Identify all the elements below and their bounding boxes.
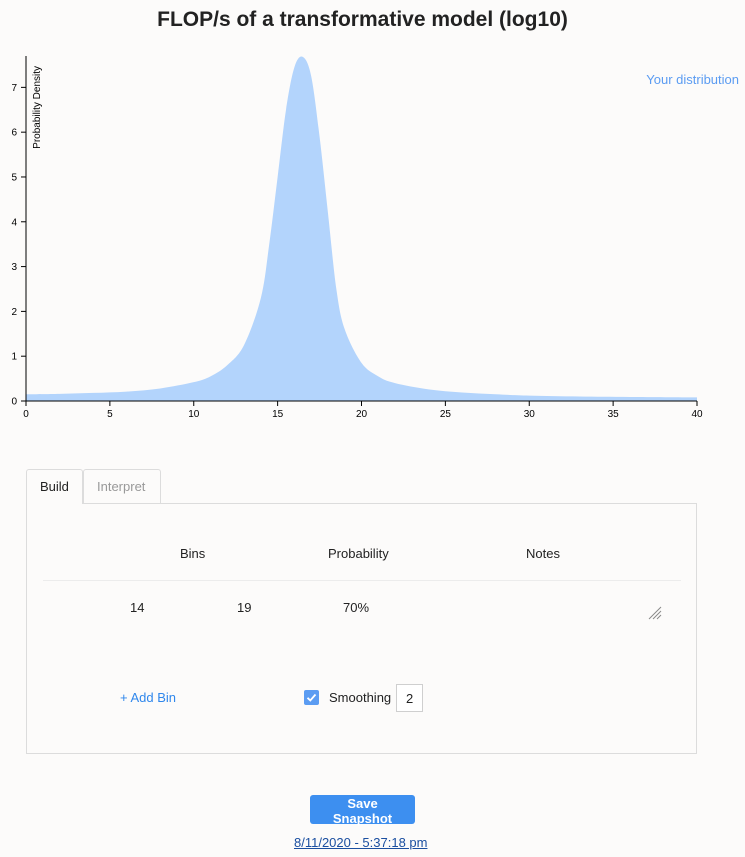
x-tick-label: 40 bbox=[691, 409, 703, 420]
x-tick-label: 25 bbox=[440, 409, 452, 420]
bin-from-value[interactable]: 14 bbox=[130, 600, 145, 615]
distribution-chart: 0 5 10 15 20 25 30 35 40 0 1 2 3 4 5 6 7 Probability Dens… bbox=[11, 56, 703, 420]
smoothing-label: Smoothing bbox=[329, 690, 392, 705]
notes-header: Notes bbox=[526, 546, 560, 561]
bins-header: Bins bbox=[180, 546, 206, 561]
add-bin-button[interactable]: + Add Bin bbox=[120, 690, 177, 705]
checkmark-icon bbox=[306, 693, 317, 702]
y-tick-label: 0 bbox=[11, 397, 17, 408]
smoothing-input[interactable] bbox=[396, 684, 423, 712]
y-axis-label: Probability Density bbox=[32, 66, 43, 149]
y-tick-label: 7 bbox=[11, 83, 17, 94]
build-panel: Bins Probability Notes 14 19 70% + Add B… bbox=[26, 503, 697, 754]
y-tick-label: 3 bbox=[11, 262, 17, 273]
snapshot-timestamp-link[interactable]: 8/11/2020 - 5:37:18 pm bbox=[294, 835, 428, 850]
legend-label: Your distribution bbox=[646, 72, 739, 87]
x-tick-label: 10 bbox=[188, 409, 200, 420]
x-tick-label: 20 bbox=[356, 409, 368, 420]
y-tick-label: 1 bbox=[11, 352, 17, 363]
probability-header: Probability bbox=[328, 546, 389, 561]
y-tick-label: 6 bbox=[11, 128, 17, 139]
header-divider bbox=[43, 580, 681, 581]
save-snapshot-button[interactable]: Save Snapshot bbox=[310, 795, 415, 826]
tab-interpret[interactable]: Interpret bbox=[83, 469, 161, 503]
page-title: FLOP/s of a transformative model (log10) bbox=[157, 8, 568, 31]
x-tick-label: 15 bbox=[272, 409, 284, 420]
smoothing-checkbox[interactable] bbox=[304, 690, 319, 705]
x-tick-label: 0 bbox=[23, 409, 29, 420]
y-tick-label: 2 bbox=[11, 307, 17, 318]
bin-probability-value[interactable]: 70% bbox=[343, 600, 370, 615]
y-tick-label: 5 bbox=[11, 172, 17, 183]
x-tick-label: 30 bbox=[524, 409, 536, 420]
bin-to-value[interactable]: 19 bbox=[237, 600, 252, 615]
notes-resize-handle-icon[interactable] bbox=[647, 605, 663, 621]
tab-build[interactable]: Build bbox=[26, 469, 83, 504]
y-tick-label: 4 bbox=[11, 217, 17, 228]
x-tick-label: 35 bbox=[608, 409, 620, 420]
distribution-area bbox=[26, 56, 697, 402]
x-tick-label: 5 bbox=[107, 409, 113, 420]
